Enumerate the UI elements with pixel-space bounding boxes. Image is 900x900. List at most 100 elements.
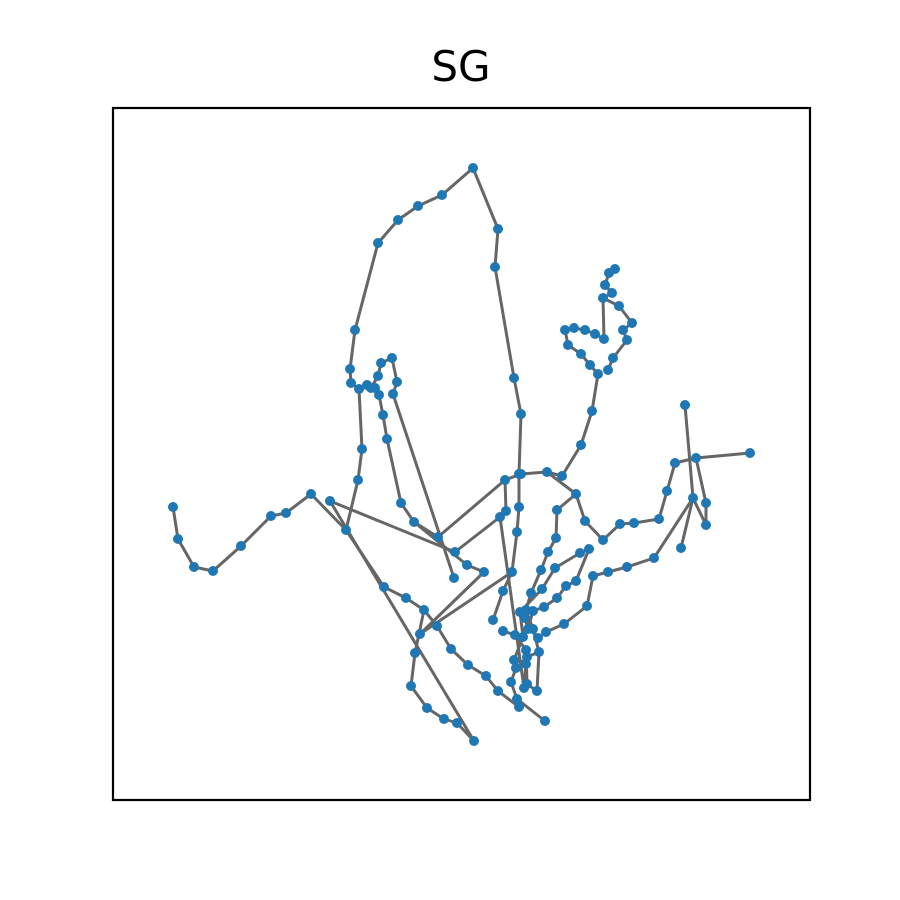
graph-nodes bbox=[168, 163, 755, 746]
graph-node bbox=[676, 543, 686, 553]
graph-node bbox=[701, 498, 711, 508]
graph-node bbox=[559, 619, 569, 629]
graph-node bbox=[510, 630, 520, 640]
graph-node bbox=[521, 659, 531, 669]
graph-node bbox=[378, 410, 388, 420]
graph-edge bbox=[348, 328, 357, 371]
graph-edge bbox=[385, 437, 403, 505]
graph-node bbox=[393, 215, 403, 225]
graph-node bbox=[598, 535, 608, 545]
graph-node bbox=[481, 671, 491, 681]
graph-node bbox=[366, 383, 376, 393]
graph-node bbox=[507, 567, 517, 577]
graph-node bbox=[518, 632, 528, 642]
graph-node bbox=[189, 562, 199, 572]
graph-edge bbox=[493, 265, 516, 380]
graph-node bbox=[539, 602, 549, 612]
graph-edge bbox=[590, 372, 600, 413]
graph-node bbox=[516, 409, 526, 419]
graph-edge bbox=[357, 387, 364, 451]
graph-node bbox=[593, 369, 603, 379]
graph-node bbox=[354, 384, 364, 394]
graph-node bbox=[446, 644, 456, 654]
graph-node bbox=[512, 527, 522, 537]
graph-edge bbox=[510, 530, 519, 574]
graph-node bbox=[432, 621, 442, 631]
graph-node bbox=[325, 496, 335, 506]
graph-node bbox=[599, 334, 609, 344]
graph-edge bbox=[694, 456, 708, 505]
graph-node bbox=[561, 581, 571, 591]
graph-node bbox=[373, 371, 383, 381]
graph-node bbox=[493, 224, 503, 234]
graph-node bbox=[345, 364, 355, 374]
graph-node bbox=[584, 544, 594, 554]
graph-edge bbox=[694, 451, 752, 460]
graph-node bbox=[604, 268, 614, 278]
graph-node bbox=[550, 563, 560, 573]
graph-edge bbox=[409, 651, 417, 688]
graph-node bbox=[350, 325, 360, 335]
graph-node bbox=[575, 548, 585, 558]
graph-node bbox=[410, 648, 420, 658]
graph-node bbox=[382, 434, 392, 444]
graph-node bbox=[208, 566, 218, 576]
graph-node bbox=[437, 190, 447, 200]
graph-node bbox=[409, 517, 419, 527]
graph-node bbox=[521, 645, 531, 655]
graph-node bbox=[576, 440, 586, 450]
graph-node bbox=[649, 553, 659, 563]
graph-node bbox=[528, 606, 538, 616]
graph-node bbox=[266, 511, 276, 521]
graph-node bbox=[622, 562, 632, 572]
graph-node bbox=[495, 512, 505, 522]
graph-node bbox=[168, 502, 178, 512]
graph-node bbox=[357, 444, 367, 454]
graph-node bbox=[542, 467, 552, 477]
graph-edge bbox=[545, 470, 578, 496]
graph-node bbox=[512, 694, 522, 704]
graph-node bbox=[469, 736, 479, 746]
graph-node bbox=[396, 498, 406, 508]
graph-node bbox=[551, 533, 561, 543]
graph-edge bbox=[515, 697, 547, 723]
graph-edge bbox=[284, 492, 313, 515]
graph-node bbox=[373, 238, 383, 248]
graph-edge bbox=[471, 166, 500, 231]
graph-node bbox=[614, 301, 624, 311]
graph-edge bbox=[535, 650, 541, 693]
graph-node bbox=[680, 400, 690, 410]
graph-node bbox=[511, 663, 521, 673]
graph-node bbox=[353, 475, 363, 485]
graph-node bbox=[580, 516, 590, 526]
graph-edge bbox=[579, 409, 594, 447]
graph-node bbox=[541, 627, 551, 637]
graph-edge bbox=[493, 227, 500, 269]
graph-edge bbox=[344, 478, 360, 532]
graph-node bbox=[536, 565, 546, 575]
graph-node bbox=[488, 615, 498, 625]
graph-node bbox=[537, 584, 547, 594]
graph-node bbox=[654, 514, 664, 524]
graph-node bbox=[603, 567, 613, 577]
graph-node bbox=[701, 520, 711, 530]
graph-node bbox=[346, 378, 356, 388]
graph-edge bbox=[574, 547, 591, 583]
graph-edge bbox=[512, 376, 523, 416]
graph-edge bbox=[491, 589, 505, 622]
graph-node bbox=[509, 655, 519, 665]
graph-node bbox=[543, 547, 553, 557]
graph-edge bbox=[498, 515, 526, 690]
graph-node bbox=[745, 448, 755, 458]
graph-node bbox=[580, 325, 590, 335]
graph-edge bbox=[391, 392, 456, 580]
graph-node bbox=[498, 626, 508, 636]
graph-node bbox=[490, 262, 500, 272]
graph-node bbox=[627, 318, 637, 328]
graph-node bbox=[585, 360, 595, 370]
graph-edge bbox=[517, 412, 523, 476]
graph-node bbox=[590, 329, 600, 339]
graph-node bbox=[509, 373, 519, 383]
graph-edge bbox=[503, 478, 508, 513]
